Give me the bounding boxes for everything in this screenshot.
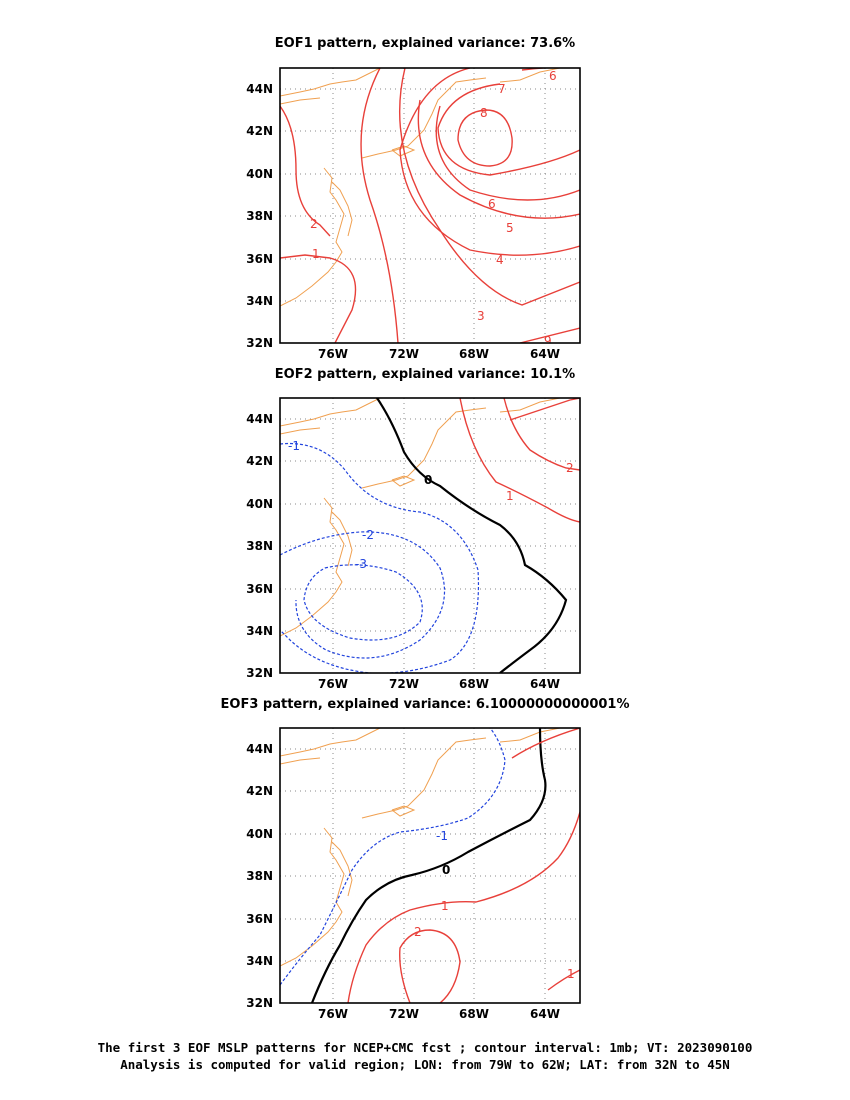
eof3-negative-contours — [280, 728, 506, 986]
footer-line-2: Analysis is computed for valid region; L… — [120, 1057, 730, 1072]
eof2-contour-labels: -1 -2 -3 0 1 2 — [288, 439, 574, 571]
svg-text:34N: 34N — [246, 624, 273, 638]
svg-text:76W: 76W — [318, 347, 348, 361]
svg-text:64W: 64W — [530, 1007, 560, 1021]
svg-text:36N: 36N — [246, 252, 273, 266]
svg-text:76W: 76W — [318, 1007, 348, 1021]
svg-text:42N: 42N — [246, 454, 273, 468]
svg-text:64W: 64W — [530, 347, 560, 361]
svg-text:8: 8 — [480, 106, 488, 120]
svg-text:4: 4 — [496, 253, 504, 267]
eof1-frame — [279, 67, 581, 344]
svg-text:36N: 36N — [246, 912, 273, 926]
svg-text:1: 1 — [567, 967, 575, 981]
eof1-grid — [280, 68, 580, 343]
svg-text:68W: 68W — [459, 1007, 489, 1021]
eof3-grid — [280, 728, 580, 1003]
svg-text:32N: 32N — [246, 336, 273, 350]
eof3-positive-contours — [347, 728, 580, 1003]
svg-text:-1: -1 — [436, 829, 448, 843]
eof1-coastline — [280, 68, 561, 307]
eof3-zero-contour — [310, 728, 547, 1003]
eof3-frame — [279, 727, 581, 1004]
eof2-y-ticks: 44N 42N 40N 38N 36N 34N 32N — [246, 412, 273, 680]
eof3-y-ticks: 44N 42N 40N 38N 36N 34N 32N — [246, 742, 273, 1010]
eof1-y-ticks: 44N 42N 40N 38N 36N 34N 32N — [246, 82, 273, 350]
eof2-positive-contours — [459, 398, 580, 523]
svg-text:42N: 42N — [246, 124, 273, 138]
svg-text:32N: 32N — [246, 996, 273, 1010]
eof3-map: -1 0 1 2 1 44N 42N 40N 38N 36N 34N 32N 7… — [246, 727, 581, 1021]
svg-text:6: 6 — [488, 197, 496, 211]
eof1-contours — [280, 68, 580, 343]
svg-text:72W: 72W — [389, 677, 419, 691]
svg-text:44N: 44N — [246, 82, 273, 96]
eof2-frame — [279, 397, 581, 674]
svg-text:6: 6 — [549, 69, 557, 83]
svg-text:44N: 44N — [246, 742, 273, 756]
svg-text:68W: 68W — [459, 677, 489, 691]
svg-text:72W: 72W — [389, 347, 419, 361]
svg-text:32N: 32N — [246, 666, 273, 680]
svg-text:-1: -1 — [288, 439, 300, 453]
svg-text:38N: 38N — [246, 869, 273, 883]
footer-line-1: The first 3 EOF MSLP patterns for NCEP+C… — [97, 1040, 753, 1055]
svg-text:7: 7 — [498, 82, 506, 96]
eof2-negative-contours — [280, 442, 480, 673]
svg-text:-2: -2 — [362, 528, 374, 542]
eof1-contour-labels: 8 7 6 6 5 4 3 2 1 9 — [310, 69, 557, 348]
svg-text:38N: 38N — [246, 209, 273, 223]
svg-text:0: 0 — [424, 473, 432, 487]
svg-text:5: 5 — [506, 221, 514, 235]
svg-text:44N: 44N — [246, 412, 273, 426]
eof3-x-ticks: 76W 72W 68W 64W — [318, 1007, 560, 1021]
eof3-contour-labels: -1 0 1 2 1 — [414, 829, 575, 981]
eof2-coastline — [280, 398, 561, 637]
svg-text:72W: 72W — [389, 1007, 419, 1021]
svg-text:64W: 64W — [530, 677, 560, 691]
svg-text:1: 1 — [312, 247, 320, 261]
svg-text:68W: 68W — [459, 347, 489, 361]
svg-text:3: 3 — [477, 309, 485, 323]
svg-text:9: 9 — [544, 334, 552, 348]
eof1-map: 8 7 6 6 5 4 3 2 1 9 44N 42N 40N 38N 36N … — [246, 67, 581, 361]
svg-text:2: 2 — [414, 925, 422, 939]
svg-text:1: 1 — [441, 899, 449, 913]
eof2-grid — [280, 398, 580, 673]
svg-text:-3: -3 — [355, 557, 367, 571]
svg-text:38N: 38N — [246, 539, 273, 553]
eof2-map: -1 -2 -3 0 1 2 44N 42N 40N 38N 36N 34N 3… — [246, 397, 581, 691]
eof1-title: EOF1 pattern, explained variance: 73.6% — [274, 36, 576, 51]
eof2-x-ticks: 76W 72W 68W 64W — [318, 677, 560, 691]
eof3-title: EOF3 pattern, explained variance: 6.1000… — [220, 697, 630, 712]
eof1-x-ticks: 76W 72W 68W 64W — [318, 347, 560, 361]
svg-text:1: 1 — [506, 489, 514, 503]
svg-text:2: 2 — [566, 461, 574, 475]
svg-text:2: 2 — [310, 217, 318, 231]
eof2-zero-contour — [376, 398, 568, 673]
svg-text:34N: 34N — [246, 954, 273, 968]
eof2-title: EOF2 pattern, explained variance: 10.1% — [274, 367, 576, 382]
svg-text:0: 0 — [442, 863, 450, 877]
svg-text:40N: 40N — [246, 827, 273, 841]
svg-text:40N: 40N — [246, 167, 273, 181]
svg-text:42N: 42N — [246, 784, 273, 798]
svg-text:34N: 34N — [246, 294, 273, 308]
svg-text:40N: 40N — [246, 497, 273, 511]
svg-text:36N: 36N — [246, 582, 273, 596]
svg-text:76W: 76W — [318, 677, 348, 691]
